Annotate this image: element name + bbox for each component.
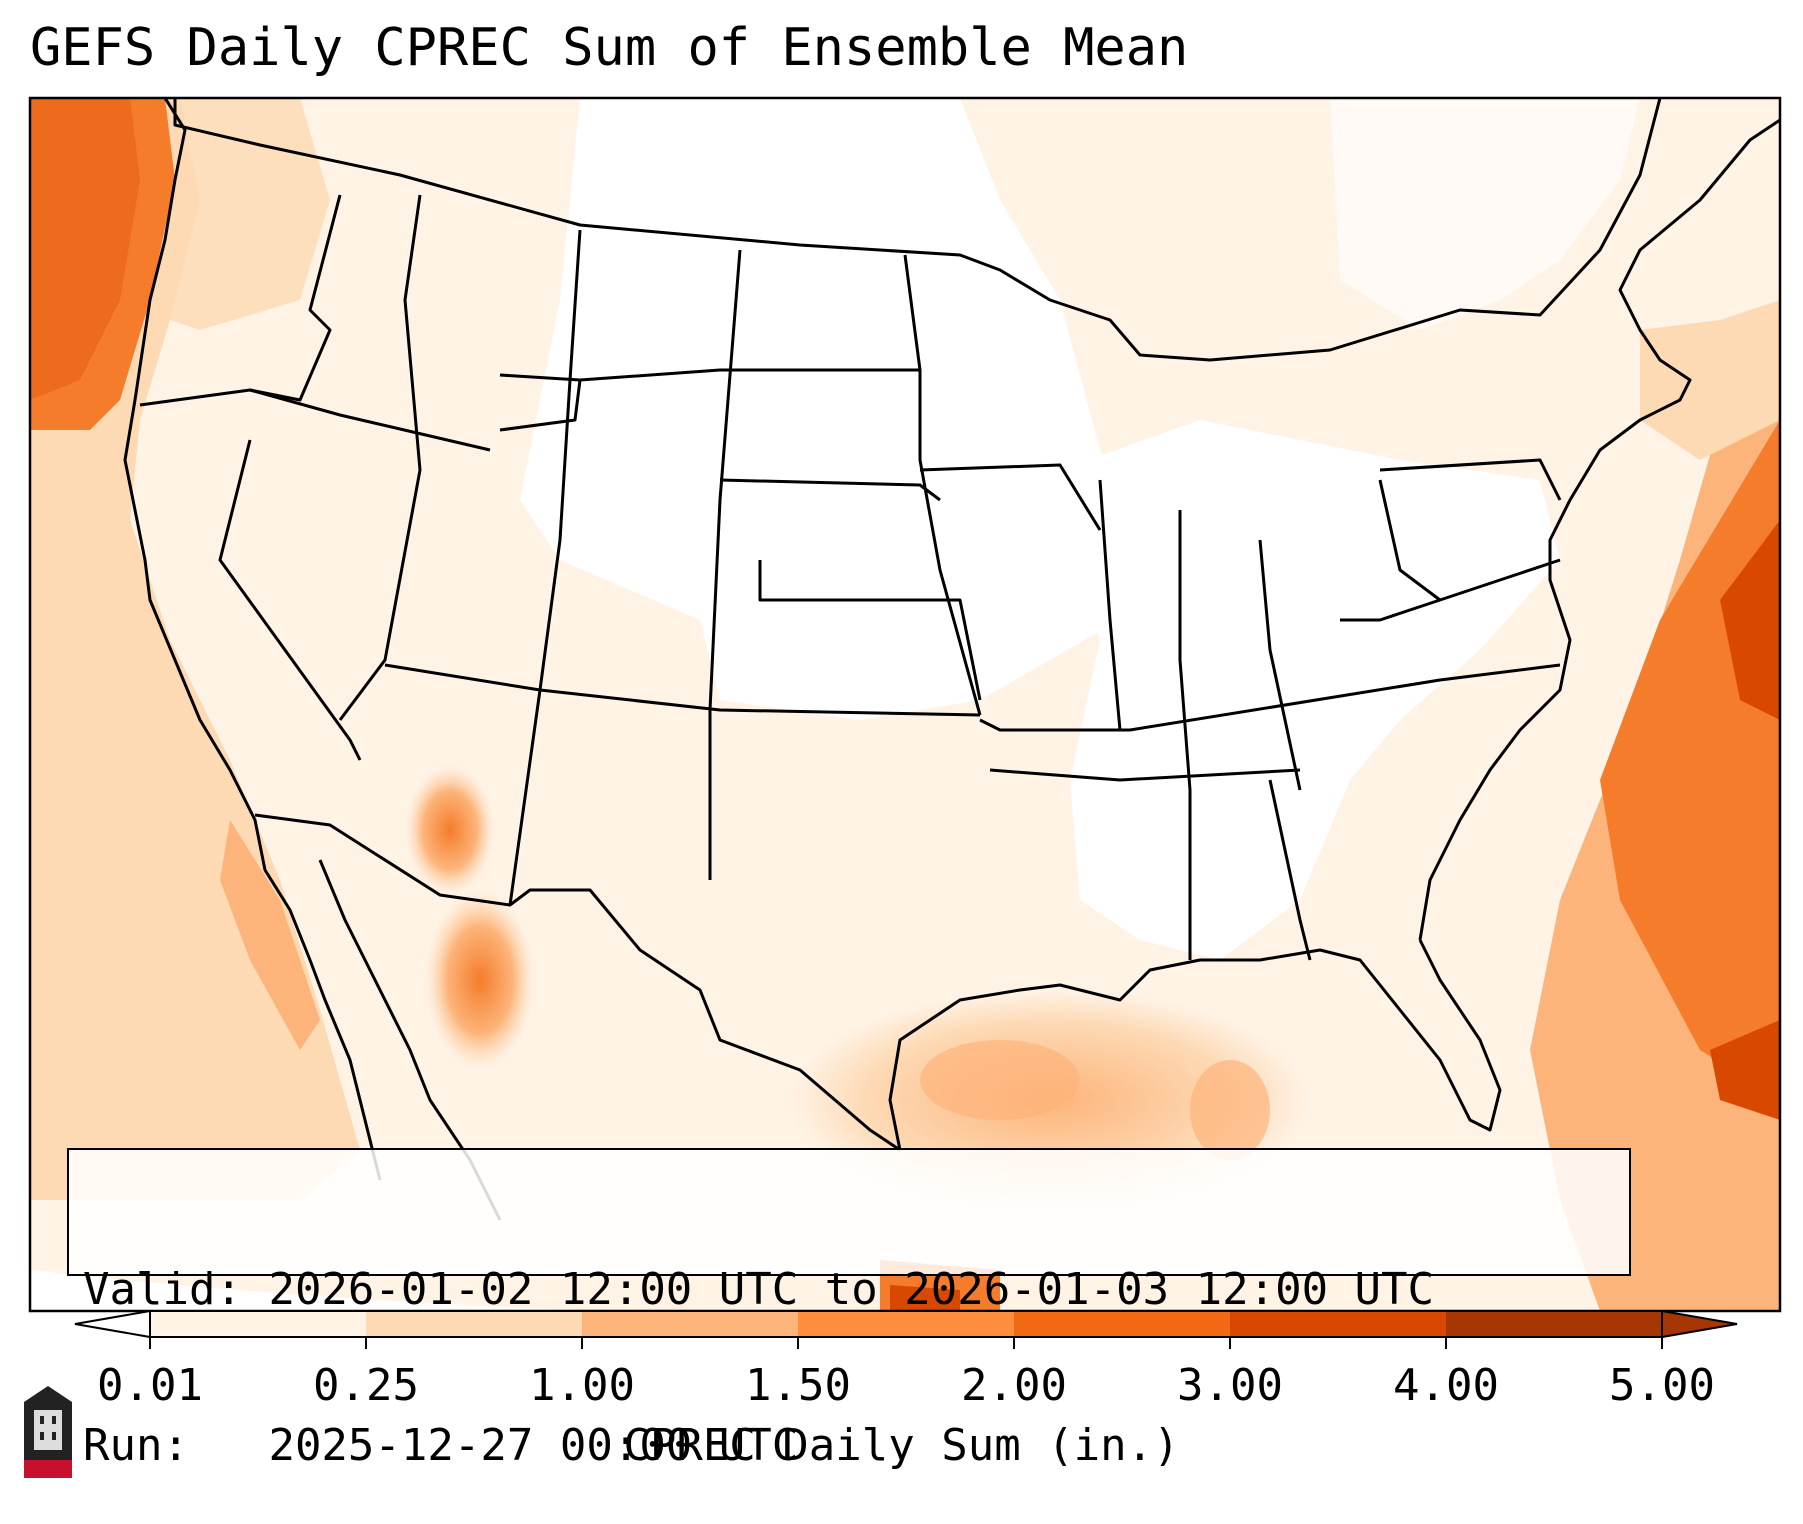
colorbar-tick-label: 3.00 <box>1177 1360 1283 1411</box>
colorbar-tick-label: 0.25 <box>313 1360 419 1411</box>
colorbar-extend-high <box>1661 1309 1738 1339</box>
colorbar-segment <box>1446 1311 1663 1337</box>
colorbar-segment <box>1014 1311 1231 1337</box>
run-value: 2025-12-27 00:00 UTC <box>268 1420 799 1471</box>
colorbar-segment <box>1230 1311 1447 1337</box>
valid-value: 2026-01-02 12:00 UTC to 2026-01-03 12:00… <box>268 1264 1435 1315</box>
colorbar-tick-label: 1.00 <box>529 1360 635 1411</box>
colorbar-tick-label: 4.00 <box>1393 1360 1499 1411</box>
colorbar-tick-label: 2.00 <box>961 1360 1067 1411</box>
colorbar-segment <box>150 1311 367 1337</box>
colorbar-segment <box>582 1311 799 1337</box>
niu-logo-icon <box>24 1386 72 1478</box>
valid-label: Valid: <box>83 1264 242 1315</box>
colorbar-segment <box>366 1311 583 1337</box>
precip-field <box>30 98 1780 1311</box>
run-line: Run: 2025-12-27 00:00 UTC <box>83 1420 1615 1472</box>
colorbar-outline <box>149 1310 1663 1338</box>
colorbar-tick-label: 1.50 <box>745 1360 851 1411</box>
run-label: Run: <box>83 1420 189 1471</box>
colorbar-label: CPREC Daily Sum (in.) <box>623 1420 1180 1471</box>
colorbar <box>74 1309 1738 1349</box>
valid-line: Valid: 2026-01-02 12:00 UTC to 2026-01-0… <box>83 1264 1615 1316</box>
colorbar-segment <box>798 1311 1015 1337</box>
colorbar-tick-label: 0.01 <box>97 1360 203 1411</box>
colorbar-tick-label: 5.00 <box>1609 1360 1715 1411</box>
map-title: GEFS Daily CPREC Sum of Ensemble Mean <box>30 18 1189 78</box>
info-box: Valid: 2026-01-02 12:00 UTC to 2026-01-0… <box>67 1148 1631 1471</box>
